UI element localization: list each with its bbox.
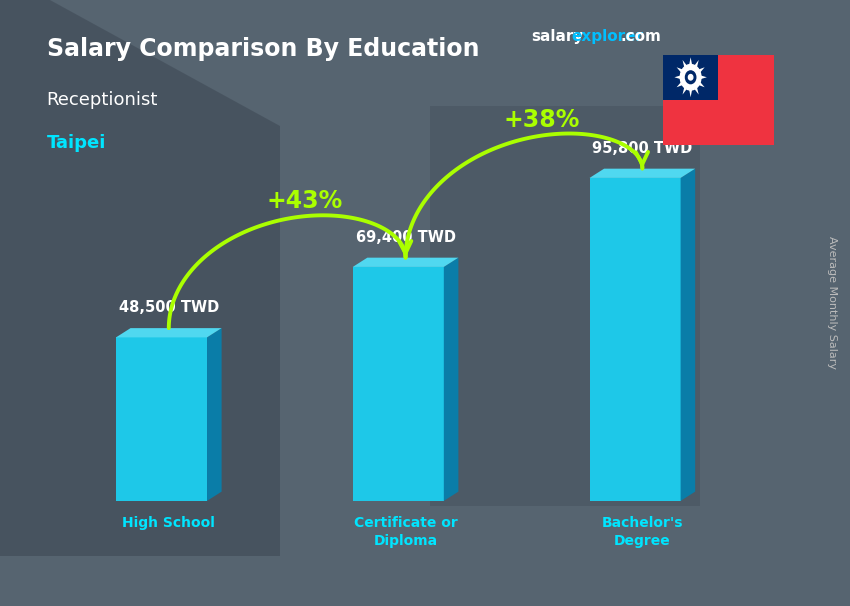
Polygon shape xyxy=(699,82,705,87)
Polygon shape xyxy=(207,328,222,501)
Text: Receptionist: Receptionist xyxy=(47,91,158,109)
Text: salary: salary xyxy=(531,29,584,44)
Polygon shape xyxy=(677,67,683,73)
Text: explorer: explorer xyxy=(571,29,643,44)
Text: Certificate or
Diploma: Certificate or Diploma xyxy=(354,516,457,548)
Text: 69,400 TWD: 69,400 TWD xyxy=(355,230,456,245)
Polygon shape xyxy=(694,87,699,95)
Polygon shape xyxy=(430,106,700,506)
Text: .com: .com xyxy=(620,29,661,44)
Text: High School: High School xyxy=(122,516,215,530)
Polygon shape xyxy=(590,178,681,501)
Text: Average Monthly Salary: Average Monthly Salary xyxy=(827,236,837,370)
Text: 48,500 TWD: 48,500 TWD xyxy=(119,300,219,315)
Polygon shape xyxy=(116,328,222,338)
Polygon shape xyxy=(674,76,680,79)
Polygon shape xyxy=(0,0,280,556)
Text: Salary Comparison By Education: Salary Comparison By Education xyxy=(47,36,479,61)
Polygon shape xyxy=(694,60,699,67)
Polygon shape xyxy=(689,57,692,65)
Polygon shape xyxy=(699,67,705,73)
Text: Taipei: Taipei xyxy=(47,133,106,152)
Polygon shape xyxy=(590,168,695,178)
Polygon shape xyxy=(683,87,687,95)
Text: +43%: +43% xyxy=(267,190,343,213)
Polygon shape xyxy=(677,82,683,87)
FancyBboxPatch shape xyxy=(663,55,718,100)
Polygon shape xyxy=(689,90,692,97)
Polygon shape xyxy=(116,338,207,501)
Polygon shape xyxy=(353,267,444,501)
Text: Bachelor's
Degree: Bachelor's Degree xyxy=(602,516,683,548)
Polygon shape xyxy=(444,258,458,501)
Circle shape xyxy=(680,64,701,90)
Text: 95,800 TWD: 95,800 TWD xyxy=(592,141,693,156)
Polygon shape xyxy=(681,168,695,501)
Circle shape xyxy=(688,75,693,80)
Polygon shape xyxy=(701,76,707,79)
Text: +38%: +38% xyxy=(503,108,580,132)
Circle shape xyxy=(685,71,696,84)
Polygon shape xyxy=(353,258,458,267)
Polygon shape xyxy=(683,60,687,67)
